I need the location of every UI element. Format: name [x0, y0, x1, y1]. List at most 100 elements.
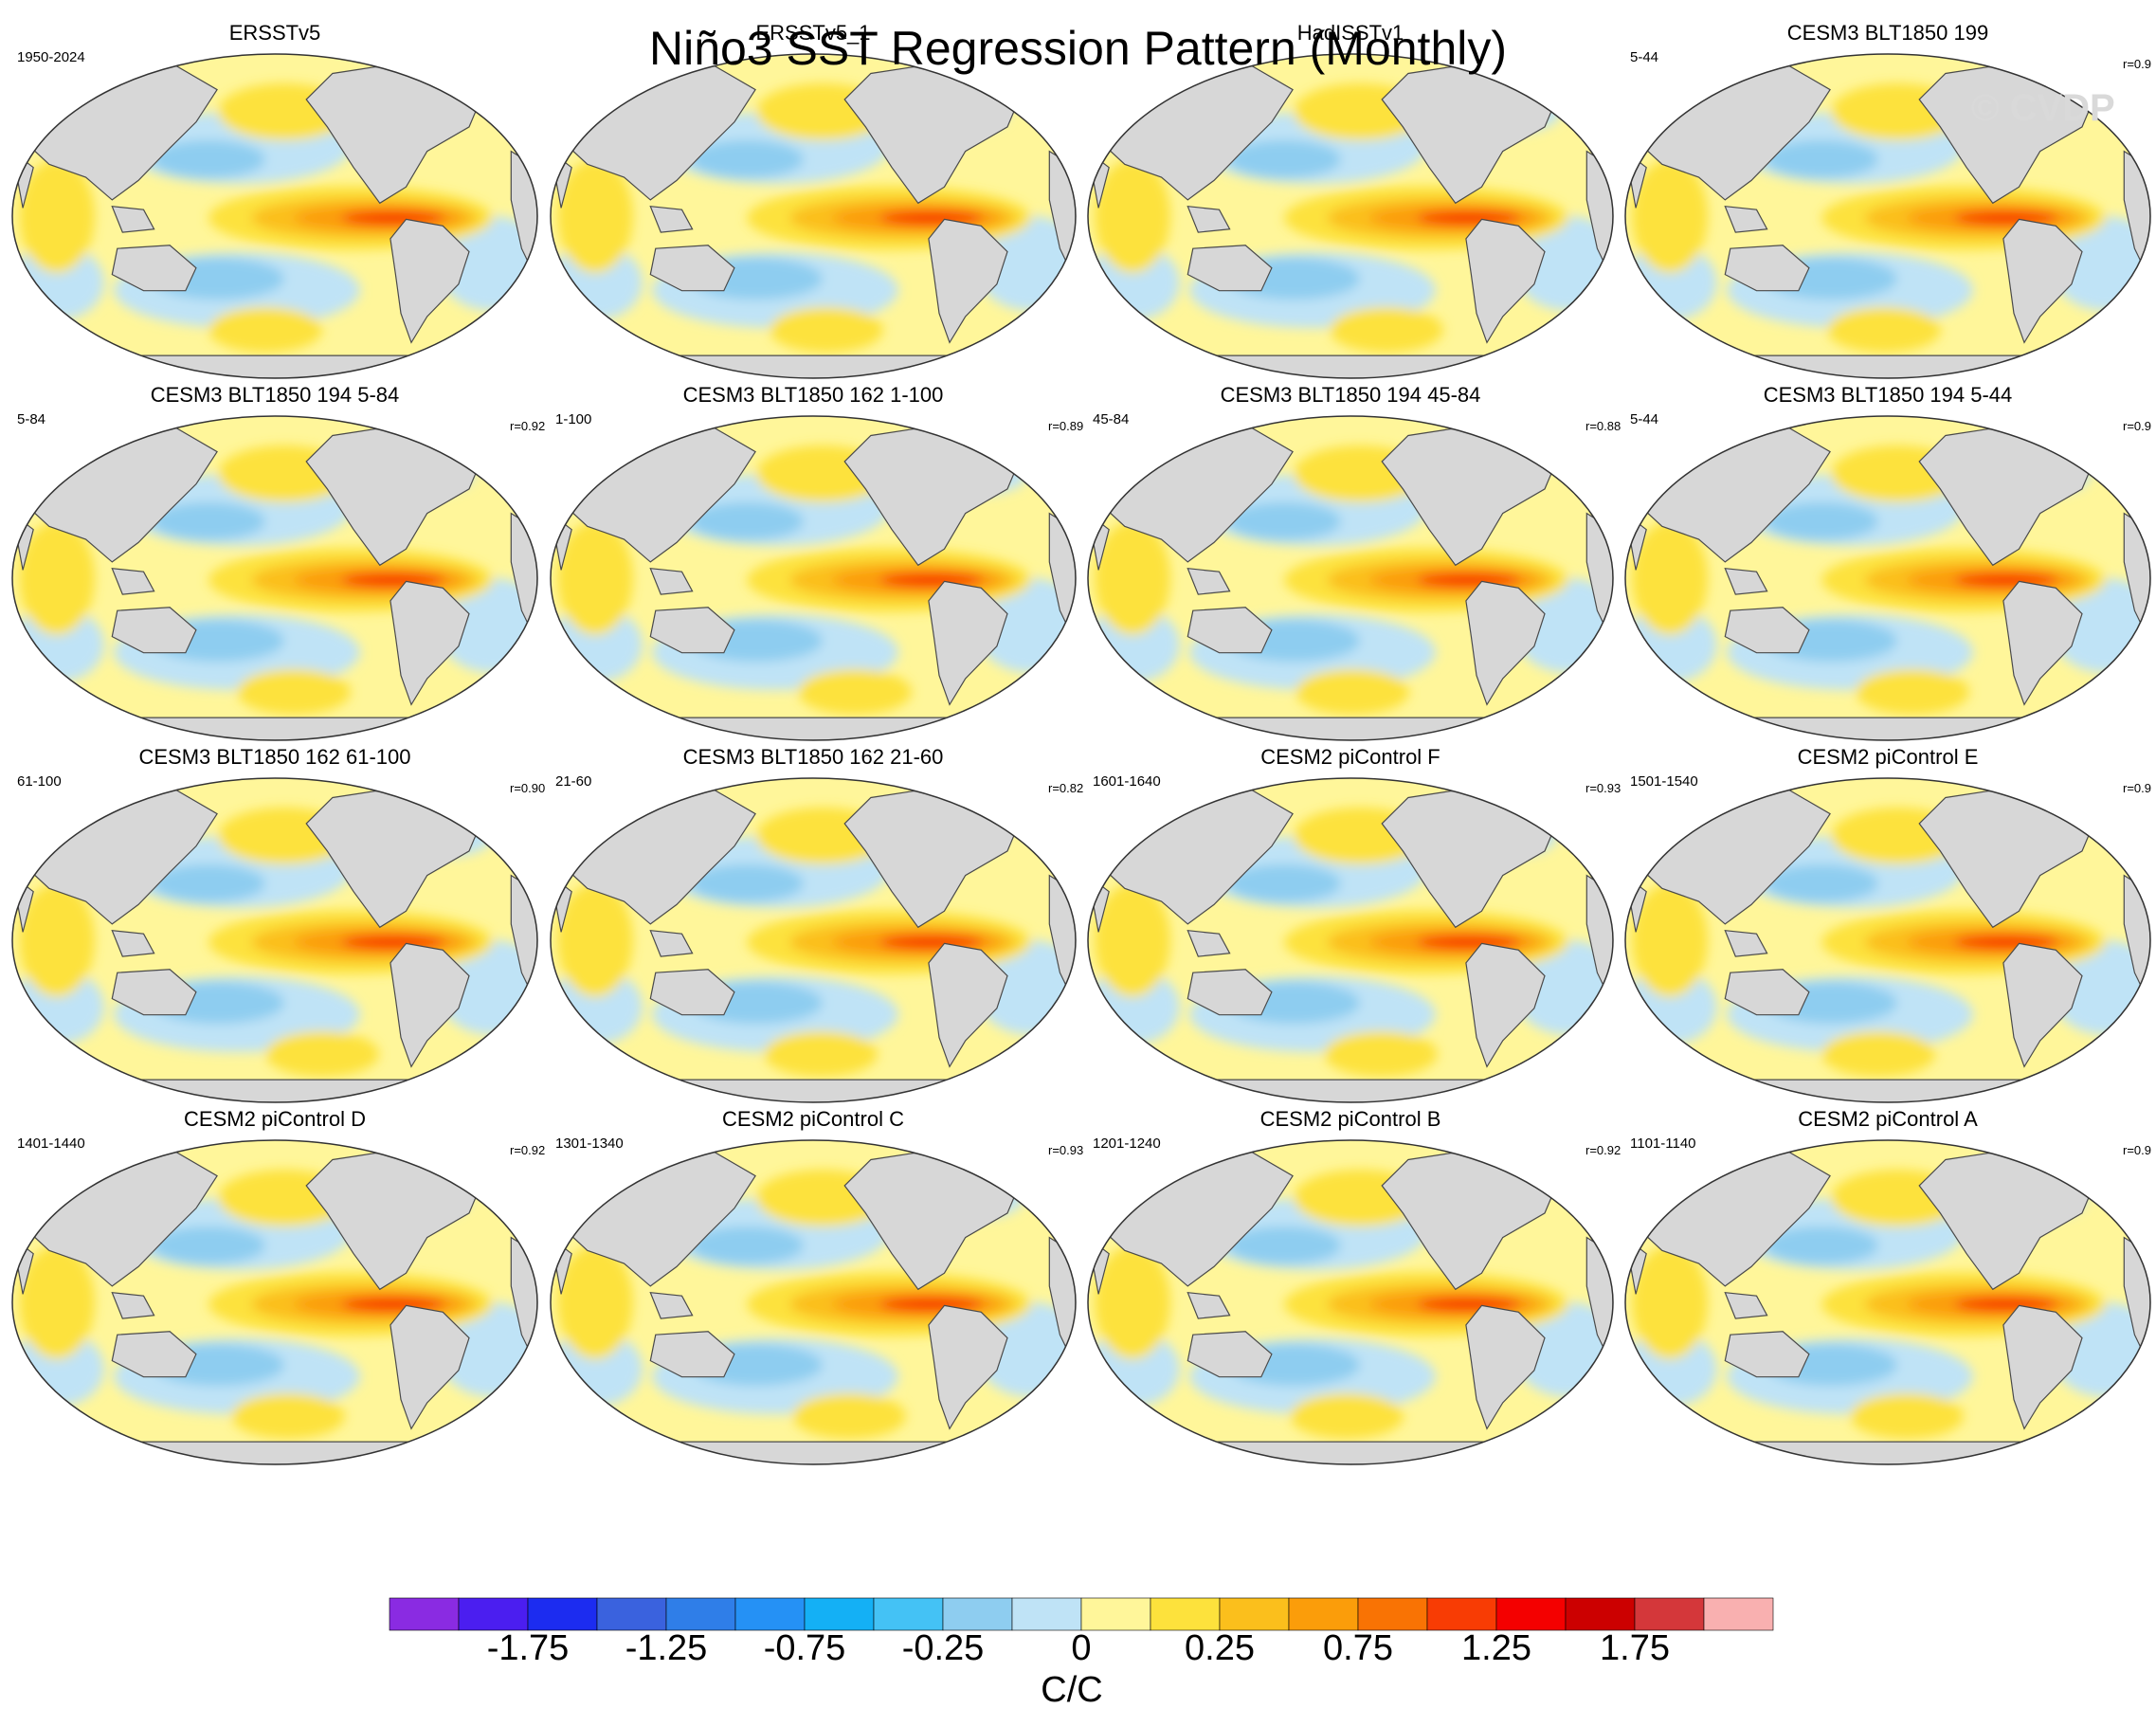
colorbar-swatch — [1288, 1597, 1359, 1631]
panel-pattern-correlation: r=0.93 — [1048, 1143, 1084, 1157]
panel-pattern-correlation: r=0.93 — [1585, 781, 1622, 795]
map-panel — [1624, 777, 2151, 1103]
map-border — [550, 1139, 1077, 1465]
map-border — [11, 777, 538, 1103]
colorbar-swatch — [804, 1597, 875, 1631]
panel-period: 1950-2024 — [17, 49, 85, 65]
map-border — [550, 53, 1077, 379]
colorbar-tick-label: -0.25 — [901, 1628, 985, 1668]
map-border — [11, 415, 538, 741]
map-panel — [550, 1139, 1077, 1465]
map-border — [11, 53, 538, 379]
colorbar-swatch — [527, 1597, 598, 1631]
panel-title: CESM3 BLT1850 199 — [1786, 21, 1989, 45]
colorbar-tick-label: 0.75 — [1323, 1628, 1393, 1668]
map-panel — [550, 777, 1077, 1103]
panel-pattern-correlation: r=0.82 — [1048, 781, 1084, 795]
colorbar-swatch — [1634, 1597, 1705, 1631]
map-panel — [550, 415, 1077, 741]
panel-title: CESM3 BLT1850 162 21-60 — [682, 745, 944, 769]
panel-period: 1-100 — [555, 411, 592, 427]
colorbar-swatch — [873, 1597, 944, 1631]
colorbar-swatch — [1150, 1597, 1221, 1631]
panel-pattern-correlation: r=0.92 — [1585, 1143, 1622, 1157]
map-border — [1087, 415, 1614, 741]
colorbar-swatch — [942, 1597, 1013, 1631]
colorbar-swatch — [665, 1597, 736, 1631]
map-panel — [11, 53, 538, 379]
map-border — [550, 415, 1077, 741]
panel-title: ERSSTv5 — [228, 21, 321, 45]
colorbar-tick-label: 1.75 — [1600, 1628, 1670, 1668]
colorbar-swatch — [458, 1597, 529, 1631]
panel-period: 5-44 — [1630, 49, 1659, 65]
panel-period: 45-84 — [1093, 411, 1130, 427]
colorbar-units: C/C — [1041, 1670, 1103, 1710]
map-border — [1624, 53, 2151, 379]
panel-period: 1401-1440 — [17, 1136, 85, 1152]
panel-pattern-correlation: r=0.92 — [510, 1143, 546, 1157]
panel-title: CESM3 BLT1850 194 5-44 — [1763, 383, 2013, 407]
map-panel — [11, 415, 538, 741]
colorbar-tick-label: -1.75 — [486, 1628, 570, 1668]
panel-pattern-correlation: r=0.9 — [2123, 781, 2151, 795]
colorbar-tick-label: -1.25 — [625, 1628, 708, 1668]
colorbar-swatch — [1219, 1597, 1290, 1631]
panel-title: HadISSTv1 — [1296, 21, 1404, 45]
map-panel — [550, 53, 1077, 379]
panel-pattern-correlation: r=0.88 — [1585, 419, 1622, 433]
map-panel — [1087, 1139, 1614, 1465]
panel-title: CESM3 BLT1850 162 1-100 — [682, 383, 944, 407]
map-panel — [1087, 415, 1614, 741]
colorbar-tick-label: 1.25 — [1461, 1628, 1531, 1668]
map-border — [1624, 415, 2151, 741]
colorbar-swatch — [1565, 1597, 1636, 1631]
panel-pattern-correlation: r=0.9 — [2123, 419, 2151, 433]
map-panel — [1624, 415, 2151, 741]
panel-title: CESM2 piControl B — [1259, 1107, 1441, 1131]
map-border — [11, 1139, 538, 1465]
panel-pattern-correlation: r=0.89 — [1048, 419, 1084, 433]
panel-title: CESM2 piControl E — [1797, 745, 1979, 769]
panel-pattern-correlation: r=0.90 — [510, 781, 546, 795]
colorbar-swatch — [1011, 1597, 1082, 1631]
colorbar-swatch — [596, 1597, 667, 1631]
land-mask — [1088, 56, 1613, 378]
panel-title: ERSSTv5_1 — [755, 21, 871, 45]
colorbar-swatch — [1426, 1597, 1497, 1631]
map-border — [1624, 1139, 2151, 1465]
panel-period: 1201-1240 — [1093, 1136, 1161, 1152]
colorbar-tick-label: -0.75 — [763, 1628, 846, 1668]
colorbar-swatch — [1495, 1597, 1567, 1631]
map-panel — [1087, 53, 1614, 379]
panel-period: 5-44 — [1630, 411, 1659, 427]
panel-period: 1501-1540 — [1630, 773, 1698, 790]
panel-title: CESM2 piControl D — [184, 1107, 366, 1131]
map-panel — [11, 777, 538, 1103]
panel-pattern-correlation: r=0.92 — [510, 419, 546, 433]
map-border — [1087, 53, 1614, 379]
map-panels — [11, 53, 2151, 1465]
panel-period: 1601-1640 — [1093, 773, 1161, 790]
cvdp-watermark: © CVDP — [1971, 87, 2115, 129]
colorbar-tick-label: 0 — [1071, 1628, 1092, 1668]
panel-title: CESM2 piControl F — [1260, 745, 1440, 769]
map-panel — [11, 1139, 538, 1465]
map-border — [1087, 1139, 1614, 1465]
panel-title: CESM2 piControl C — [722, 1107, 904, 1131]
colorbar-swatch — [1080, 1597, 1151, 1631]
map-panel — [1087, 777, 1614, 1103]
map-panel — [1624, 1139, 2151, 1465]
colorbar-swatch — [1357, 1597, 1428, 1631]
panel-title: CESM3 BLT1850 194 5-84 — [150, 383, 400, 407]
panel-period: 1301-1340 — [555, 1136, 624, 1152]
colorbar-swatch — [1703, 1597, 1774, 1631]
panel-period: 5-84 — [17, 411, 46, 427]
figure-title: Niño3 SST Regression Pattern (Monthly) — [648, 22, 1508, 75]
colorbar-swatch — [389, 1597, 460, 1631]
panel-pattern-correlation: r=0.9 — [2123, 57, 2151, 71]
panel-title: CESM3 BLT1850 194 45-84 — [1220, 383, 1481, 407]
panel-period: 61-100 — [17, 773, 62, 790]
map-border — [1624, 777, 2151, 1103]
